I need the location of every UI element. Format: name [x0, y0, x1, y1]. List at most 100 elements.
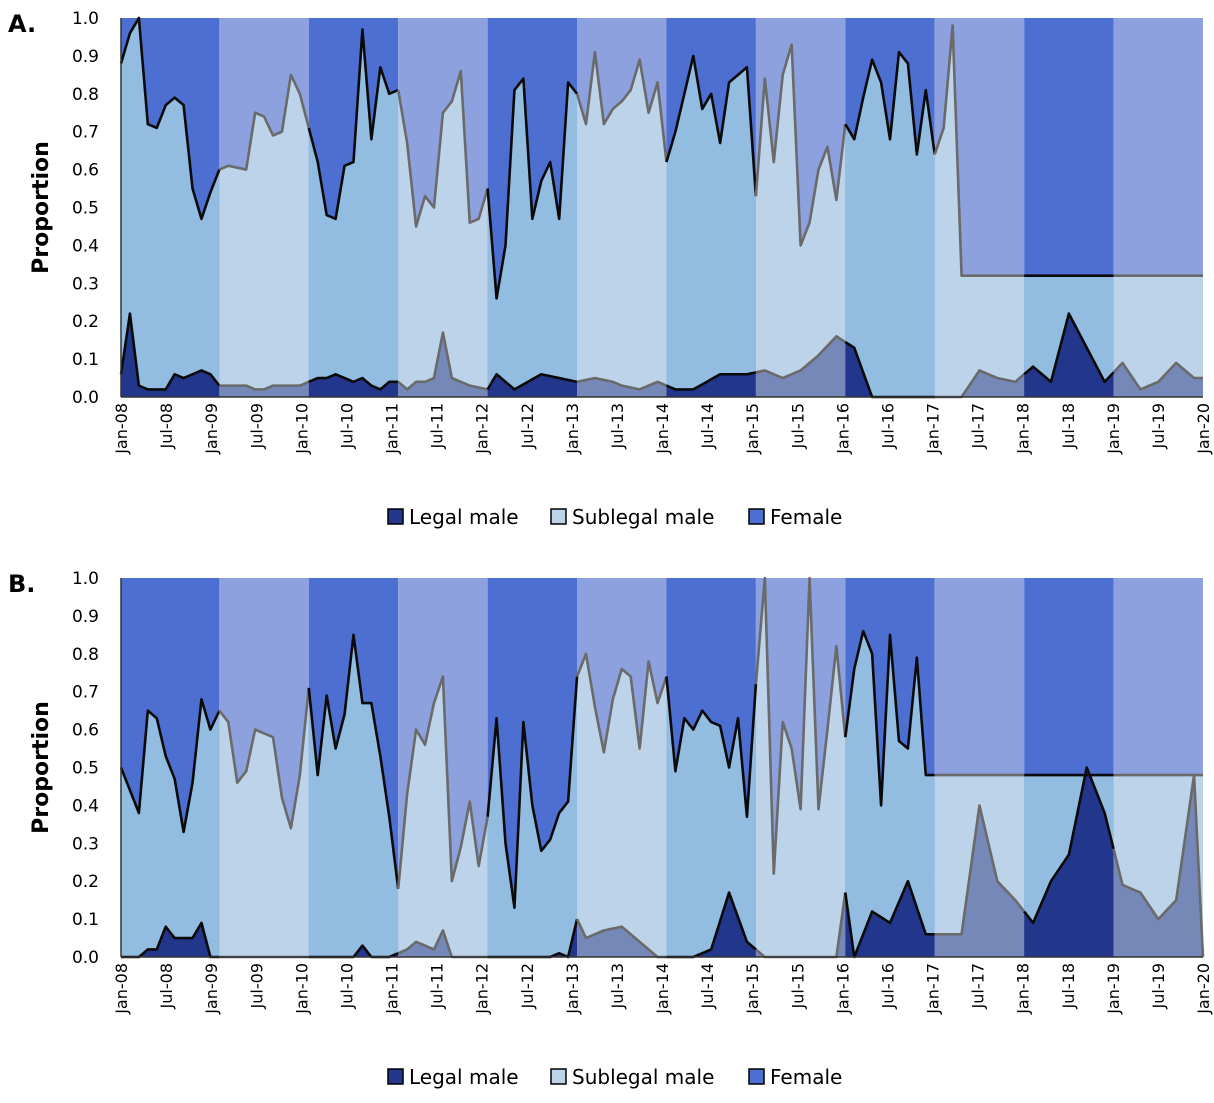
- y-tick-label: 0.6: [72, 721, 99, 741]
- x-tick-label: Jul-13: [608, 963, 627, 1009]
- x-tick-label: Jan-19: [1104, 963, 1123, 1015]
- legal-male-area-band: [1113, 775, 1203, 957]
- x-tick-label: Jul-08: [157, 403, 176, 449]
- x-tick-label: Jul-11: [428, 403, 447, 449]
- legend-label: Sublegal male: [572, 1065, 714, 1089]
- chart-panel-0: 0.0 0.1 0.2 0.3 0.4 0.5 0.6 0.7 0.8 0.9 1.0 Jan-08 J…: [8, 9, 1213, 529]
- x-tick-label: Jan-19: [1104, 403, 1123, 455]
- sublegal-male-line: [396, 675, 489, 889]
- y-tick-label: 0.1: [72, 910, 99, 930]
- x-tick-label: Jul-12: [518, 963, 537, 1009]
- y-tick-label: 0.3: [72, 274, 99, 294]
- x-tick-label: Jul-16: [878, 963, 897, 1009]
- x-tick-label: Jul-19: [1149, 403, 1168, 449]
- x-tick-label: Jan-16: [833, 403, 852, 455]
- sublegal-male-line: [844, 50, 937, 156]
- sublegal-male-line: [486, 77, 579, 300]
- sublegal-male-area-band: [308, 29, 399, 398]
- y-tick-label: 0.9: [72, 47, 99, 67]
- legal-male-area-band: [398, 930, 488, 957]
- x-tick-label: Jul-09: [247, 403, 266, 449]
- x-tick-label: Jan-18: [1014, 403, 1033, 455]
- legal-male-area-band: [121, 313, 220, 397]
- y-tick-label: 0.5: [72, 199, 99, 219]
- panel-label: A.: [8, 10, 36, 38]
- y-tick-label: 0.1: [72, 350, 99, 370]
- legal-male-line: [665, 371, 757, 391]
- legal-male-line: [844, 879, 935, 959]
- legend-swatch: [748, 1068, 765, 1085]
- legal-male-line: [576, 376, 667, 391]
- sublegal-male-line: [486, 676, 579, 910]
- x-tick-label: Jan-16: [833, 963, 852, 1015]
- y-tick-label: 0.4: [72, 796, 99, 816]
- x-tick-label: Jul-18: [1059, 963, 1078, 1009]
- x-tick-label: Jan-09: [202, 403, 221, 455]
- legal-male-line: [486, 372, 578, 391]
- legal-male-area-band: [1024, 313, 1114, 397]
- sublegal-male-area-band: [845, 52, 935, 398]
- x-tick-label: Jul-12: [518, 403, 537, 449]
- x-tick-label: Jul-11: [428, 963, 447, 1009]
- legal-male-area-band: [1113, 362, 1203, 397]
- legal-male-area-band: [845, 881, 935, 957]
- y-tick-label: 0.2: [72, 872, 99, 892]
- legal-male-area-band: [934, 370, 1025, 397]
- sublegal-male-line: [844, 629, 935, 807]
- y-tick-label: 1.0: [72, 9, 99, 29]
- y-tick-label: 0.0: [72, 948, 99, 968]
- panel-label: B.: [8, 570, 35, 598]
- sublegal-male-line: [307, 28, 399, 221]
- x-tick-label: Jul-15: [788, 403, 807, 449]
- sublegal-male-line: [575, 50, 668, 163]
- sublegal-male-area-band: [755, 44, 846, 397]
- x-tick-label: Jul-08: [157, 963, 176, 1009]
- sublegal-male-area-band: [755, 578, 846, 957]
- y-tick-label: 0.7: [72, 683, 99, 703]
- legend-swatch: [550, 1068, 567, 1085]
- x-tick-label: Jan-13: [563, 403, 582, 455]
- y-tick-label: 0.6: [72, 161, 99, 181]
- sublegal-male-area-band: [487, 676, 578, 957]
- sublegal-male-line: [218, 73, 311, 171]
- x-tick-label: Jan-14: [653, 403, 672, 455]
- legal-male-area-band: [487, 374, 578, 397]
- legal-male-area-band: [577, 378, 667, 397]
- legal-male-line: [575, 918, 667, 959]
- legend-swatch: [550, 508, 567, 525]
- sublegal-male-line: [754, 43, 847, 247]
- x-tick-label: Jan-11: [383, 403, 402, 455]
- x-tick-label: Jul-10: [337, 403, 356, 449]
- legal-male-line: [755, 335, 847, 380]
- x-tick-label: Jan-09: [202, 963, 221, 1015]
- legal-male-area-band: [1024, 767, 1114, 957]
- x-tick-label: Jul-14: [698, 403, 717, 449]
- legal-male-area-band: [121, 922, 220, 957]
- y-tick-label: 0.4: [72, 236, 99, 256]
- legal-male-line: [1023, 766, 1115, 925]
- sublegal-male-line: [754, 576, 847, 875]
- x-tick-label: Jan-15: [743, 963, 762, 1015]
- y-axis-label: Proportion: [29, 141, 54, 274]
- legend-swatch: [387, 1068, 404, 1085]
- legal-male-line: [119, 312, 221, 391]
- legal-male-area-band: [666, 372, 756, 397]
- legal-male-area-band: [845, 342, 935, 397]
- y-tick-label: 0.5: [72, 759, 99, 779]
- sublegal-male-area-band: [308, 634, 399, 957]
- y-tick-label: 0.0: [72, 388, 99, 408]
- legal-male-line: [1112, 361, 1203, 391]
- sublegal-male-line: [119, 16, 221, 221]
- x-tick-label: Jan-10: [292, 963, 311, 1015]
- x-tick-label: Jul-09: [247, 963, 266, 1009]
- legal-male-line: [397, 331, 488, 391]
- sublegal-male-area-band: [577, 52, 667, 398]
- legal-male-area-band: [577, 919, 667, 957]
- x-tick-label: Jan-14: [653, 963, 672, 1015]
- sublegal-male-area-band: [577, 653, 667, 957]
- x-tick-label: Jul-15: [788, 963, 807, 1009]
- sublegal-male-area-band: [934, 25, 1025, 398]
- legend-label: Female: [770, 505, 842, 529]
